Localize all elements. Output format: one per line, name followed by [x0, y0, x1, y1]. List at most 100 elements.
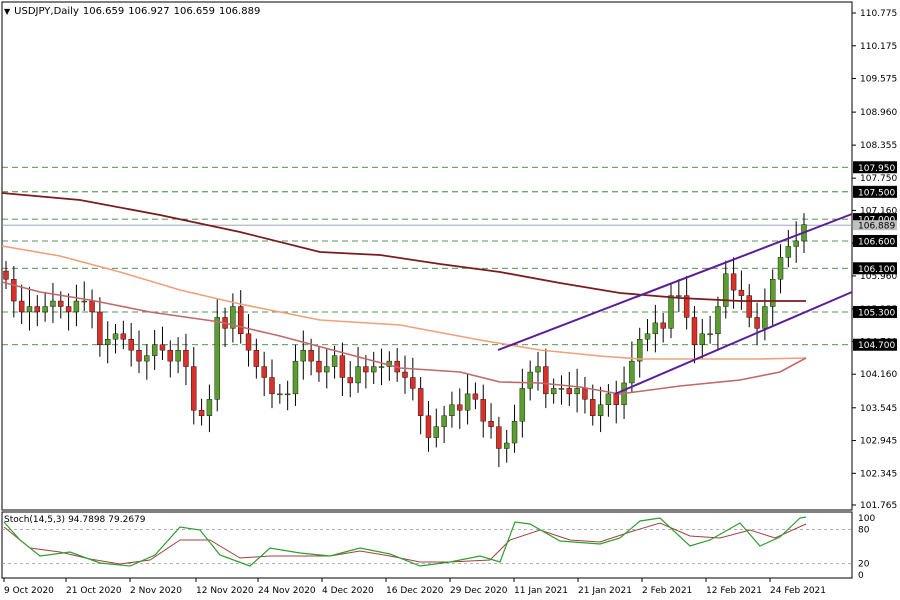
y-tick-label: 107.160 [860, 206, 897, 216]
level-tag [853, 262, 897, 275]
candle [472, 382, 479, 410]
candle [11, 266, 17, 318]
candle [50, 283, 56, 323]
candle-body [324, 366, 330, 373]
candle-body [112, 333, 119, 340]
candle [785, 230, 792, 268]
candle-body [777, 257, 784, 280]
candle-body [676, 295, 682, 297]
candle [316, 346, 322, 382]
y-tick-label: 107.750 [860, 174, 897, 184]
candle [230, 293, 236, 343]
stoch-tick-label: 20 [858, 560, 870, 570]
candle-body [183, 349, 189, 367]
candle [770, 269, 776, 326]
ma-slow-line [1, 192, 806, 302]
candle [191, 346, 197, 425]
candle-body [410, 377, 416, 389]
candle-body [175, 349, 181, 362]
level-tag-label: 107.500 [858, 188, 895, 198]
x-tick-label: 4 Dec 2020 [322, 586, 374, 596]
channel-lower-line [614, 291, 853, 395]
candle [425, 400, 432, 452]
candle [738, 270, 745, 310]
channel-upper-line [497, 213, 853, 351]
candle [746, 284, 752, 328]
candle [605, 384, 612, 417]
stoch-main-line [3, 516, 807, 567]
candle [269, 359, 275, 409]
ohlc-low: 106.659 [173, 6, 215, 17]
stoch-signal-line [3, 522, 807, 565]
y-tick-label: 102.945 [860, 437, 897, 447]
candle-body [120, 333, 127, 340]
candle-body [105, 339, 111, 345]
candle-body [543, 366, 549, 395]
candle [253, 338, 260, 379]
candle-body [683, 295, 690, 318]
candle-body [214, 317, 220, 400]
candle-body [472, 393, 479, 400]
x-tick-label: 12 Feb 2021 [706, 586, 762, 596]
candle-body [284, 393, 291, 396]
candle [558, 375, 565, 405]
candle [34, 295, 40, 327]
candle-body [644, 333, 651, 340]
candle-body [34, 306, 40, 313]
candle-body [136, 349, 142, 362]
candle-body [660, 322, 666, 329]
candle [488, 403, 494, 439]
candle [504, 429, 510, 463]
y-tick-label: 103.545 [860, 404, 897, 414]
candle [652, 304, 659, 353]
candle [457, 388, 463, 429]
candle [105, 321, 111, 364]
candle [691, 305, 698, 364]
candle [89, 289, 95, 329]
candle-body [464, 393, 471, 411]
candle [3, 261, 9, 290]
candle [707, 315, 713, 344]
ma-mid-line [1, 245, 807, 360]
candle-body [26, 306, 33, 313]
candle [300, 330, 306, 380]
candle-body [18, 300, 25, 313]
candle [81, 281, 87, 311]
candle [378, 348, 385, 386]
candle-body [558, 388, 565, 390]
candle-body [754, 317, 760, 329]
candle [762, 288, 768, 341]
y-tick-label: 109.575 [860, 75, 897, 85]
candle-body [363, 366, 369, 373]
candle [261, 351, 267, 397]
candle [175, 337, 181, 374]
x-tick-label: 2 Nov 2020 [130, 586, 182, 596]
candle-body [230, 306, 236, 329]
candle-body [58, 300, 64, 307]
price-levels: 107.950107.500107.000106.600106.100105.3… [2, 161, 897, 351]
stoch-name: Stoch(14,5,3) [4, 515, 66, 525]
candle [464, 374, 471, 425]
level-tag [853, 338, 897, 351]
candle-body [238, 306, 244, 335]
x-axis: 9 Oct 2020 21 Oct 2020 2 Nov 2020 12 Nov 20… [3, 578, 826, 596]
y-tick-label: 108.960 [860, 108, 897, 118]
candle [511, 404, 518, 453]
candle [277, 384, 283, 404]
collapse-arrow-icon[interactable]: ▼ [4, 7, 11, 16]
candle-body [590, 399, 596, 416]
candle-body [723, 273, 729, 307]
candle [402, 355, 408, 394]
level-tag [853, 161, 897, 174]
candle [582, 376, 588, 414]
x-tick-label: 21 Jan 2021 [578, 586, 632, 596]
candle [519, 368, 526, 438]
candle [566, 372, 572, 406]
candle [644, 319, 651, 352]
candles [3, 213, 807, 468]
x-tick-label: 12 Nov 2020 [196, 586, 254, 596]
candle [159, 326, 166, 361]
candle-body [206, 399, 213, 416]
